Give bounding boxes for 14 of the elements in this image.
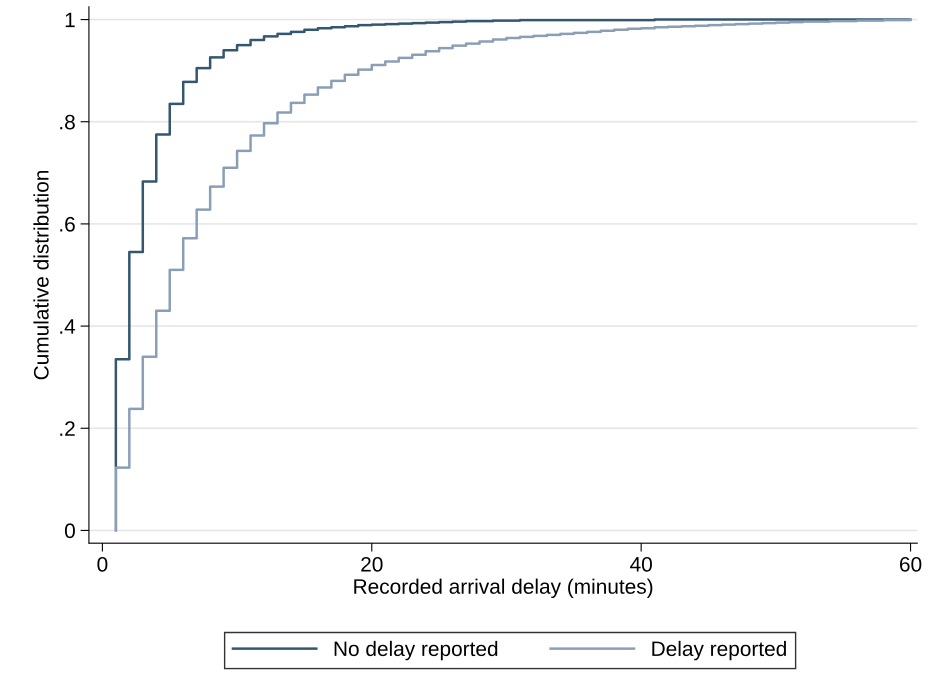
x-tick-label: 40 xyxy=(630,556,652,572)
x-tick-label: 60 xyxy=(900,556,922,572)
y-axis-title: Cumulative distribution xyxy=(33,170,49,380)
y-tick-label: 0 xyxy=(64,523,75,538)
x-tick-label: 0 xyxy=(97,556,108,572)
x-axis-title: Recorded arrival delay (minutes) xyxy=(354,578,652,598)
x-tick-label: 20 xyxy=(361,556,383,572)
y-tick-label: .2 xyxy=(60,421,75,436)
y-tick-label: .8 xyxy=(60,114,75,130)
y-tick-label: .6 xyxy=(60,216,75,232)
legend-label: No delay reported xyxy=(334,640,498,660)
y-tick-label: .4 xyxy=(60,319,76,334)
y-tick-label: 1 xyxy=(66,12,75,28)
legend-label: Delay reported xyxy=(652,640,786,660)
